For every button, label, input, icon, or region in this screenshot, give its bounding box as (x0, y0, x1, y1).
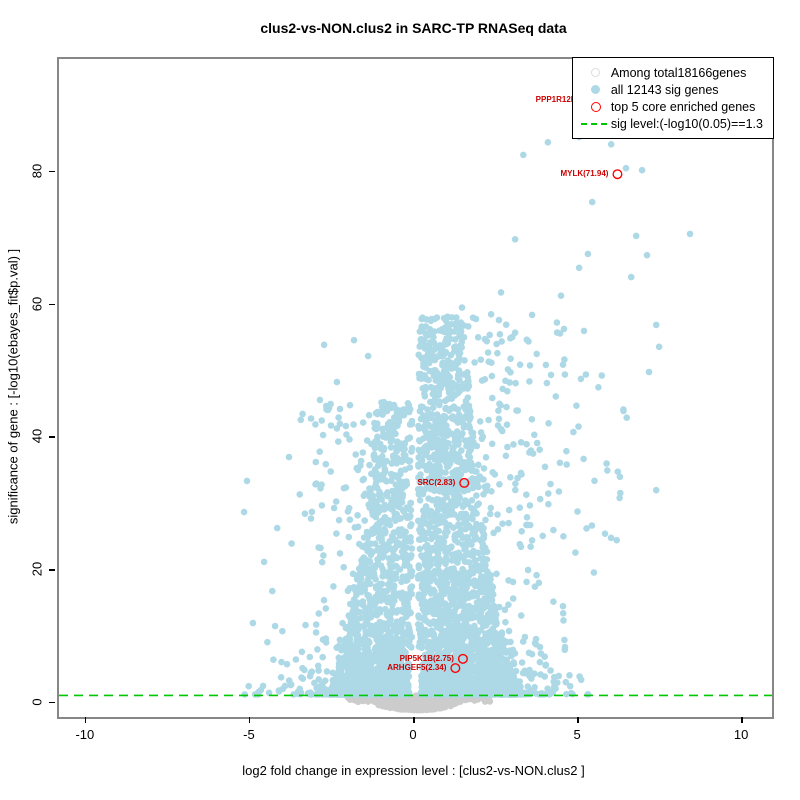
gene-marker-src (459, 477, 470, 488)
gene-label-src: SRC(2.83) (417, 477, 456, 487)
gene-marker-arhgef5 (450, 663, 461, 674)
legend-item-text: sig level:(-log10(0.05)==1.3 (610, 116, 763, 131)
legend-item-0: Among total18166genes (581, 64, 763, 81)
legend-item-1: all 12143 sig genes (581, 81, 763, 98)
gene-label-mylk: MYLK(71.94) (560, 169, 609, 179)
gene-label-ppp1r12b: PPP1R12B(47 (535, 94, 589, 104)
x-axis-title: log2 fold change in expression level : [… (242, 763, 585, 778)
x-tick-mark (248, 717, 251, 723)
gene-label-arhgef5: ARHGEF5(2.34) (387, 663, 447, 673)
y-tick-label: 80 (29, 163, 45, 179)
gene-marker-mylk (612, 169, 623, 180)
x-tick-mark (741, 717, 743, 723)
x-tick-label: -5 (243, 727, 255, 742)
x-tick-label: 10 (733, 727, 749, 742)
x-tick-label: 5 (573, 727, 581, 742)
x-tick-label: -10 (75, 727, 95, 742)
filled-blue-circle-icon (591, 85, 601, 94)
y-tick-mark (49, 303, 55, 306)
y-tick-label: 0 (29, 698, 45, 706)
plot-area: PPP1R12B(47 MYLK(71.94) SRC(2.83) PIP5K1B(2… (57, 57, 774, 719)
open-red-circle-icon (590, 101, 601, 112)
y-axis-title: significance of gene : [-log10(ebayes_fi… (5, 248, 21, 525)
x-tick-label: 0 (409, 727, 417, 742)
legend-item-text: all 12143 sig genes (610, 82, 719, 97)
legend-item-2: top 5 core enriched genes (581, 98, 763, 115)
y-tick-mark (49, 436, 55, 438)
y-tick-mark (49, 170, 55, 173)
chart-title: clus2-vs-NON.clus2 in SARC-TP RNASeq dat… (260, 20, 567, 36)
x-tick-mark (577, 717, 579, 723)
legend-item-text: top 5 core enriched genes (610, 99, 756, 114)
y-tick-mark (49, 569, 55, 571)
y-tick-label: 60 (29, 296, 45, 311)
point-cloud-svg (59, 94, 772, 714)
y-tick-label: 20 (29, 561, 45, 577)
legend-item-3: sig level:(-log10(0.05)==1.3 (580, 115, 763, 132)
y-tick-mark (49, 701, 55, 704)
legend-box: Among total18166genes all 12143 sig genes… (571, 57, 774, 139)
open-gray-circle-icon (591, 68, 601, 77)
x-tick-mark (413, 717, 415, 723)
gene-label-pip5k1b: PIP5K1B(2.75) (399, 653, 454, 663)
y-tick-label: 40 (29, 429, 45, 444)
gene-marker-pip5k1b (457, 653, 468, 664)
legend-item-text: Among total18166genes (610, 65, 747, 80)
x-tick-mark (84, 717, 87, 723)
green-dashed-line-icon (580, 122, 611, 125)
